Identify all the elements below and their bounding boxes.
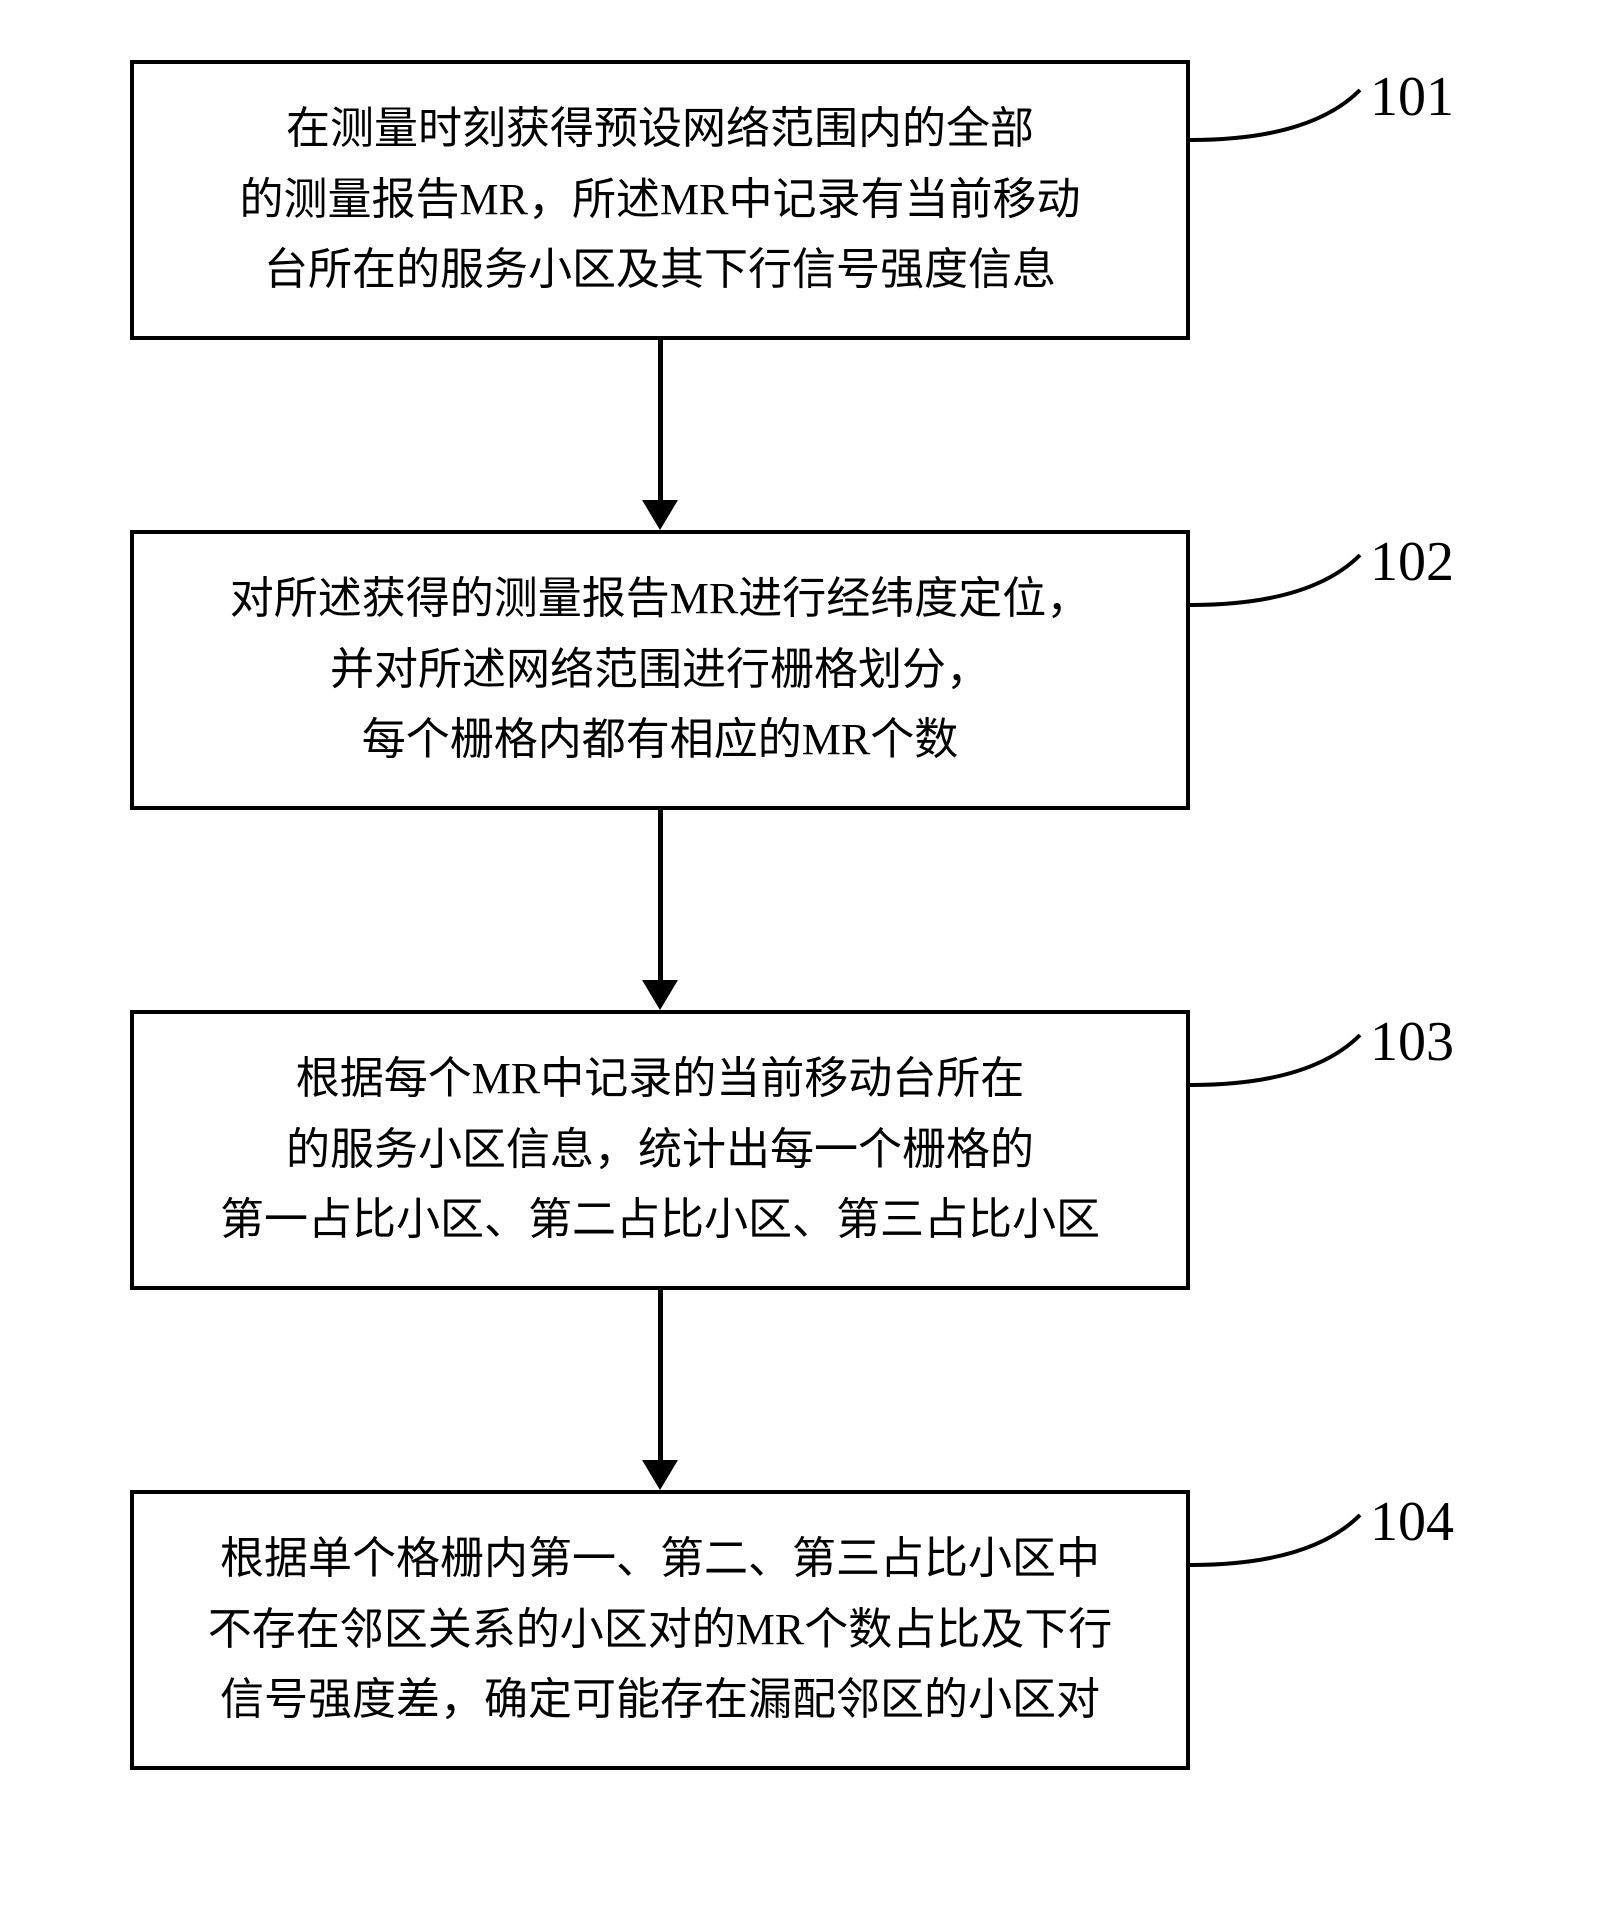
flowchart-step-2: 对所述获得的测量报告MR进行经纬度定位， 并对所述网络范围进行栅格划分， 每个栅… xyxy=(130,530,1190,810)
connector-2 xyxy=(1190,550,1370,610)
step-1-label: 101 xyxy=(1370,65,1454,129)
connector-4 xyxy=(1190,1510,1370,1570)
connector-1 xyxy=(1190,85,1370,145)
step-3-label: 103 xyxy=(1370,1010,1454,1074)
flowchart-step-3: 根据每个MR中记录的当前移动台所在 的服务小区信息，统计出每一个栅格的 第一占比… xyxy=(130,1010,1190,1290)
flowchart-container: 在测量时刻获得预设网络范围内的全部 的测量报告MR，所述MR中记录有当前移动 台… xyxy=(0,0,1620,1923)
step-2-text: 对所述获得的测量报告MR进行经纬度定位， 并对所述网络范围进行栅格划分， 每个栅… xyxy=(230,564,1090,775)
step-2-label: 102 xyxy=(1370,530,1454,594)
flowchart-step-1: 在测量时刻获得预设网络范围内的全部 的测量报告MR，所述MR中记录有当前移动 台… xyxy=(130,60,1190,340)
arrow-3-4 xyxy=(642,1290,678,1490)
step-4-label: 104 xyxy=(1370,1490,1454,1554)
step-4-text: 根据单个格栅内第一、第二、第三占比小区中 不存在邻区关系的小区对的MR个数占比及… xyxy=(208,1524,1112,1735)
connector-3 xyxy=(1190,1030,1370,1090)
step-3-text: 根据每个MR中记录的当前移动台所在 的服务小区信息，统计出每一个栅格的 第一占比… xyxy=(220,1044,1100,1255)
flowchart-step-4: 根据单个格栅内第一、第二、第三占比小区中 不存在邻区关系的小区对的MR个数占比及… xyxy=(130,1490,1190,1770)
step-1-text: 在测量时刻获得预设网络范围内的全部 的测量报告MR，所述MR中记录有当前移动 台… xyxy=(240,94,1081,305)
arrow-1-2 xyxy=(642,340,678,530)
arrow-2-3 xyxy=(642,810,678,1010)
